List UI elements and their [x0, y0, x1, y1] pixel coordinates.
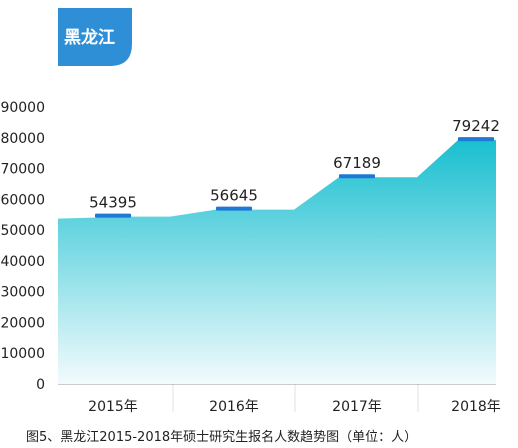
y-tick-label: 30000	[0, 285, 45, 301]
region-badge-shape	[58, 8, 132, 66]
data-label: 79242	[452, 117, 500, 135]
data-marker	[339, 174, 375, 179]
axes: 0 10000 20000 30000 40000 50000 60000 70000 8000…	[0, 100, 496, 412]
data-label: 67189	[333, 154, 381, 172]
y-tick-label: 0	[36, 377, 45, 393]
x-tick-label: 2018年	[451, 399, 501, 415]
y-tick-label: 90000	[0, 100, 45, 116]
y-tick-label: 50000	[0, 223, 45, 239]
y-tick-label: 60000	[0, 192, 45, 208]
data-marker	[95, 213, 131, 218]
x-tick-label: 2017年	[332, 399, 382, 415]
data-marker	[458, 137, 494, 142]
y-tick-label: 40000	[0, 254, 45, 270]
y-tick-label: 10000	[0, 346, 45, 362]
x-tick-label: 2015年	[88, 399, 138, 415]
data-label: 54395	[89, 194, 137, 212]
x-tick-label: 2016年	[209, 399, 259, 415]
area-series	[58, 140, 496, 384]
y-tick-label: 70000	[0, 162, 45, 178]
y-tick-label: 80000	[0, 131, 45, 147]
y-tick-label: 20000	[0, 315, 45, 331]
chart-caption: 图5、黑龙江2015-2018年硕士研究生报名人数趋势图（单位：人）	[26, 429, 417, 445]
data-labels: 54395 2015年 56645 2016年 67189 2017年 79242 2018年	[88, 117, 501, 415]
region-badge: 黑龙江	[58, 8, 132, 66]
data-label: 56645	[210, 187, 258, 205]
plot-area	[58, 140, 496, 384]
data-marker	[216, 206, 252, 211]
region-badge-label: 黑龙江	[64, 27, 115, 48]
